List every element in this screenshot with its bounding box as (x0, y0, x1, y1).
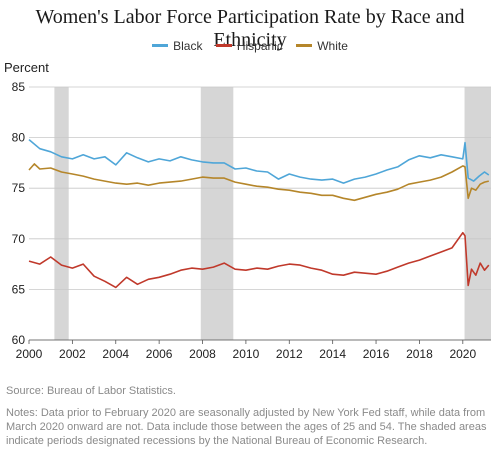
legend-label-hispanic: Hispanic (236, 38, 283, 53)
x-tick-label-2020: 2020 (449, 347, 476, 361)
x-tick-label-2016: 2016 (363, 347, 390, 361)
x-tick-label-2012: 2012 (276, 347, 303, 361)
x-tick-label-2010: 2010 (233, 347, 260, 361)
y-tick-label-70: 70 (12, 232, 26, 246)
x-tick-label-2014: 2014 (319, 347, 346, 361)
recession-band-0 (54, 87, 69, 340)
legend-label-black: Black (173, 38, 203, 53)
legend-item-hispanic: Hispanic (215, 38, 283, 53)
legend-label-white: White (317, 38, 348, 53)
recession-band-1 (200, 87, 234, 340)
legend-swatch-black (152, 44, 169, 47)
x-tick-label-2018: 2018 (406, 347, 433, 361)
series-line-hispanic (28, 231, 490, 289)
legend-swatch-white (296, 44, 313, 47)
line-chart: 60 65 70 75 80 85 2000 2002 2004 2006 2008 2010 2012… (12, 80, 491, 361)
y-tick-label-85: 85 (12, 80, 26, 94)
legend-item-black: Black (152, 39, 202, 53)
x-tick-label-2004: 2004 (102, 347, 129, 361)
y-tick-label-60: 60 (12, 333, 26, 347)
footnotes: Notes: Data prior to February 2020 are s… (6, 407, 487, 447)
y-tick-label-80: 80 (12, 131, 26, 145)
y-tick-label-65: 65 (12, 282, 26, 296)
x-tick-label-2000: 2000 (16, 347, 43, 361)
recession-band-2 (464, 87, 491, 340)
legend-item-white: White (296, 39, 348, 53)
series-line-black (28, 138, 490, 184)
x-tick-label-2006: 2006 (146, 347, 173, 361)
x-tick-label-2002: 2002 (59, 347, 86, 361)
x-tick-label-2008: 2008 (189, 347, 216, 361)
source-note: Source: Bureau of Labor Statistics. (6, 385, 176, 397)
chart-title: Women's Labor Force Participation Rate b… (35, 6, 465, 51)
y-axis-label: Percent (4, 60, 49, 75)
legend-swatch-hispanic (215, 44, 232, 47)
legend: Black Hispanic White (0, 36, 500, 53)
series-line-white (28, 163, 489, 202)
y-tick-label-75: 75 (12, 181, 26, 195)
